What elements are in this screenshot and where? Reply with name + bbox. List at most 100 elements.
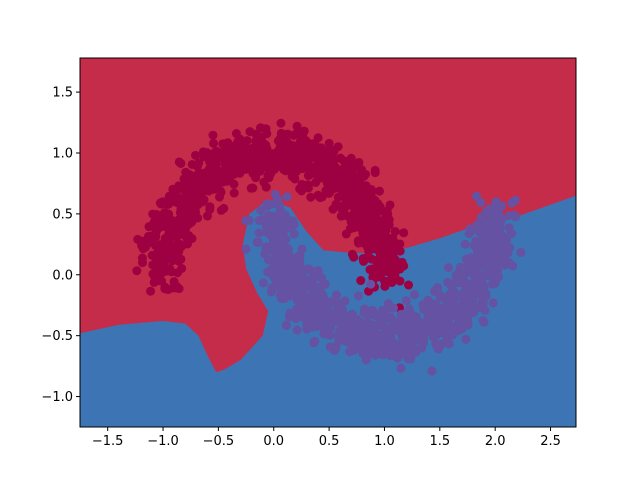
data-point xyxy=(364,207,374,217)
data-point xyxy=(359,215,369,225)
decision-region-class-0 xyxy=(80,58,576,373)
data-point xyxy=(379,225,389,235)
data-point xyxy=(159,210,169,220)
data-point xyxy=(488,298,498,308)
data-point xyxy=(295,259,305,269)
data-point xyxy=(430,331,440,341)
data-point xyxy=(464,229,474,239)
x-tick-label: −1.0 xyxy=(147,434,179,449)
data-point xyxy=(181,167,191,177)
data-point xyxy=(154,251,164,261)
data-point xyxy=(390,227,400,237)
data-point xyxy=(401,296,411,306)
data-point xyxy=(186,178,196,188)
data-point xyxy=(456,316,466,326)
data-point xyxy=(333,192,343,202)
data-point xyxy=(360,342,370,352)
data-point xyxy=(456,301,466,311)
x-axis: −1.5 −1.0 −0.5 0.0 0.5 1.0 1.5 2.0 2.5 xyxy=(92,427,561,449)
data-point xyxy=(478,246,488,256)
data-point xyxy=(404,280,414,290)
data-point xyxy=(298,130,308,140)
data-point xyxy=(194,158,204,168)
data-point xyxy=(137,253,147,263)
data-point xyxy=(245,127,255,137)
data-point xyxy=(177,216,187,226)
data-point xyxy=(331,290,341,300)
data-point xyxy=(159,257,169,267)
data-point xyxy=(450,310,460,320)
data-point xyxy=(341,229,351,239)
data-point xyxy=(458,270,468,280)
data-point xyxy=(444,278,454,288)
data-point xyxy=(324,329,334,339)
data-point xyxy=(483,265,493,275)
data-point xyxy=(324,315,334,325)
data-point xyxy=(339,310,349,320)
data-point xyxy=(241,244,251,254)
data-point xyxy=(391,245,401,255)
data-point xyxy=(235,134,245,144)
data-point xyxy=(297,160,307,170)
data-point xyxy=(381,266,391,276)
data-point xyxy=(476,198,486,208)
data-point xyxy=(219,203,229,213)
data-point xyxy=(164,191,174,201)
data-point xyxy=(433,283,443,293)
data-point xyxy=(205,177,215,187)
data-point xyxy=(325,342,335,352)
data-point xyxy=(504,223,514,233)
data-point xyxy=(336,165,346,175)
data-point xyxy=(216,149,226,159)
data-point xyxy=(202,211,212,221)
data-point xyxy=(272,214,282,224)
data-point xyxy=(490,223,500,233)
data-point xyxy=(239,164,249,174)
data-point xyxy=(376,204,386,214)
data-point xyxy=(488,279,498,289)
data-point xyxy=(375,186,384,196)
data-point xyxy=(362,241,372,251)
data-point xyxy=(472,220,482,229)
data-point xyxy=(223,138,233,148)
data-point xyxy=(480,225,490,235)
data-point xyxy=(254,215,264,225)
data-point xyxy=(278,234,288,244)
data-point xyxy=(295,250,305,260)
x-tick-label: 0.5 xyxy=(319,434,340,449)
data-point xyxy=(273,136,283,146)
data-point xyxy=(404,319,414,329)
data-point xyxy=(510,195,520,205)
data-point xyxy=(292,325,302,335)
data-point xyxy=(444,289,454,299)
data-point xyxy=(197,174,207,184)
data-point xyxy=(270,189,280,199)
data-point xyxy=(186,206,196,216)
data-point xyxy=(339,156,349,166)
data-point xyxy=(377,234,387,244)
data-point xyxy=(479,317,489,327)
data-point xyxy=(255,123,265,133)
data-point xyxy=(282,144,292,154)
data-point xyxy=(146,286,156,296)
data-point xyxy=(480,238,490,248)
data-point xyxy=(275,265,285,275)
data-point xyxy=(353,291,363,301)
data-point xyxy=(174,181,184,191)
data-point xyxy=(229,141,239,151)
data-point xyxy=(465,281,475,291)
data-point xyxy=(443,263,453,273)
data-point xyxy=(208,130,218,140)
data-point xyxy=(204,186,214,196)
data-point xyxy=(262,144,272,154)
data-point xyxy=(316,149,326,159)
data-point xyxy=(241,216,251,226)
data-point xyxy=(246,183,256,193)
data-point xyxy=(315,193,325,203)
data-point xyxy=(262,199,272,209)
series-lower-moon xyxy=(241,189,526,376)
data-point xyxy=(471,191,481,201)
data-point xyxy=(292,295,302,305)
data-point xyxy=(443,318,453,328)
data-point xyxy=(391,319,401,329)
